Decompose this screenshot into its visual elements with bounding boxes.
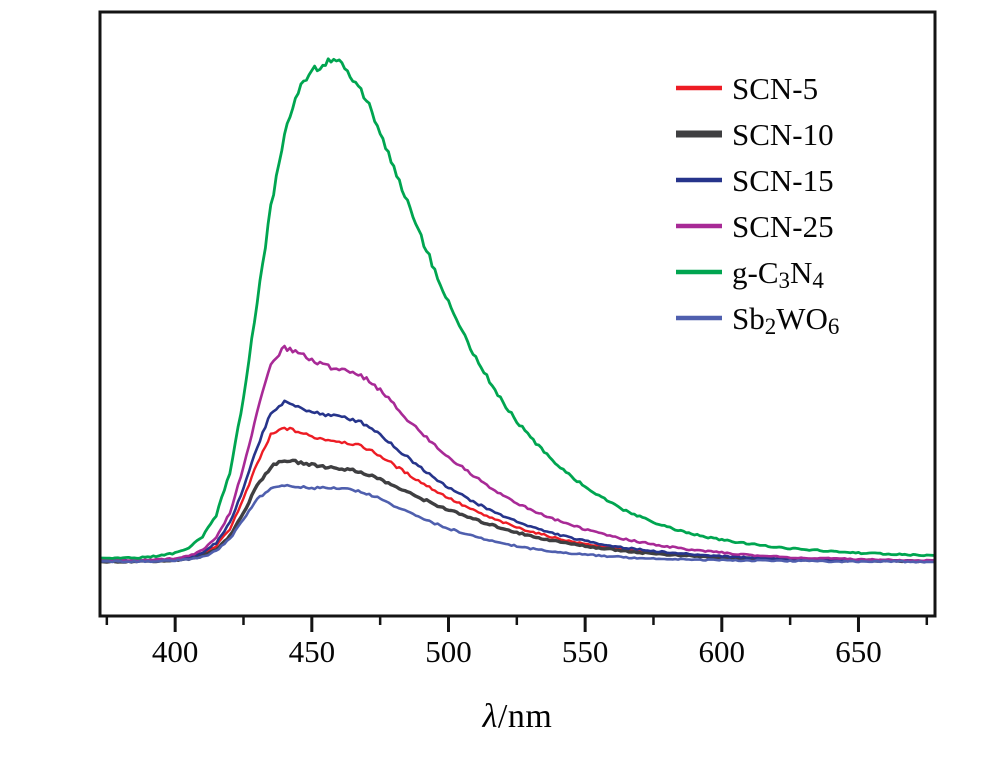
x-tick-label-500: 500	[425, 634, 472, 669]
x-tick-label-650: 650	[835, 634, 882, 669]
legend-label-sb2wo6: Sb2WO6	[732, 301, 839, 339]
x-axis-label: λ/nm	[100, 698, 935, 736]
legend-label-scn-15: SCN-15	[732, 163, 834, 198]
series-line-scn-25	[101, 344, 934, 563]
series-line-sb2wo6	[101, 483, 934, 564]
legend-label-scn-10: SCN-10	[732, 117, 834, 152]
x-tick-label-450: 450	[289, 634, 336, 669]
x-axis-label-lambda: λ	[482, 698, 498, 735]
series-line-g-c3n4	[101, 57, 934, 560]
x-tick-label-600: 600	[699, 634, 746, 669]
legend-label-scn-25: SCN-25	[732, 209, 834, 244]
legend-label-g-c3n4: g-C3N4	[732, 255, 824, 293]
x-tick-label-400: 400	[152, 634, 199, 669]
x-axis-label-unit: /nm	[497, 698, 553, 735]
legend-label-scn-5: SCN-5	[732, 71, 818, 106]
x-tick-label-550: 550	[562, 634, 609, 669]
